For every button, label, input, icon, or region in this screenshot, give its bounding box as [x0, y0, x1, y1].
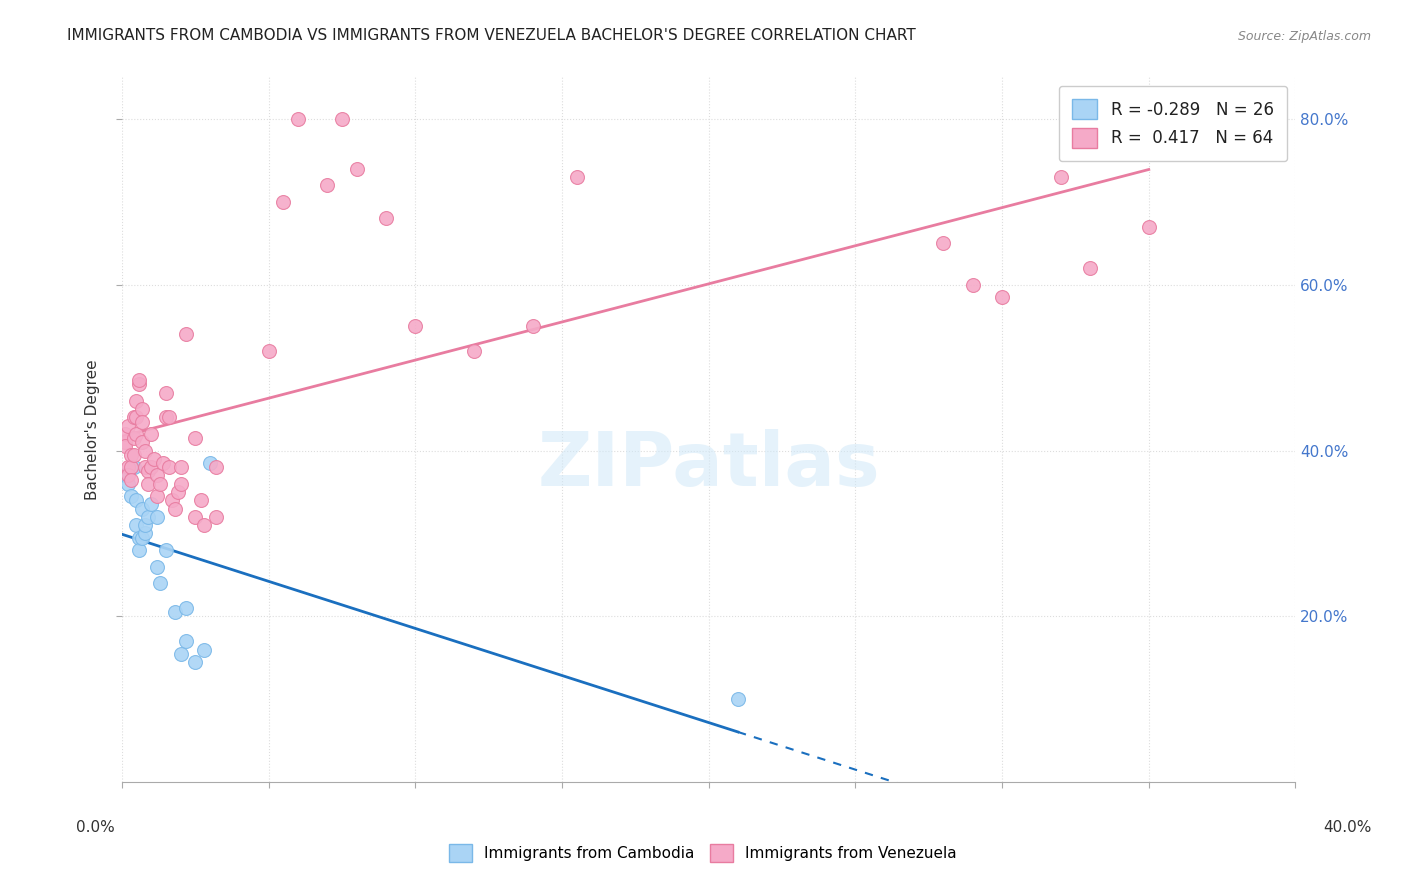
Point [190, 493, 212, 508]
Point [176, 327, 198, 342]
Point [157, 410, 180, 425]
Point [146, 468, 169, 483]
Point [155, 385, 177, 400]
Point [134, 526, 156, 541]
Point [522, 319, 544, 334]
Point [141, 460, 163, 475]
Point [117, 460, 139, 475]
Point [163, 501, 186, 516]
Point [120, 460, 142, 475]
Point [463, 344, 485, 359]
Point [374, 211, 396, 226]
Point [404, 319, 426, 334]
Point [193, 518, 215, 533]
Y-axis label: Bachelor's Degree: Bachelor's Degree [86, 359, 100, 500]
Point [117, 476, 139, 491]
Point [198, 456, 221, 470]
Point [125, 410, 148, 425]
Point [125, 393, 148, 408]
Point [122, 431, 145, 445]
Text: ZIPatlas: ZIPatlas [537, 428, 880, 501]
Point [131, 435, 153, 450]
Point [125, 427, 148, 442]
Point [128, 543, 150, 558]
Text: Source: ZipAtlas.com: Source: ZipAtlas.com [1237, 30, 1371, 43]
Point [146, 509, 169, 524]
Point [169, 476, 191, 491]
Point [1137, 219, 1160, 234]
Point [136, 464, 159, 478]
Point [149, 576, 172, 591]
Point [141, 498, 163, 512]
Point [157, 460, 180, 475]
Point [176, 634, 198, 648]
Point [160, 493, 183, 508]
Point [131, 501, 153, 516]
Point [146, 559, 169, 574]
Point [149, 476, 172, 491]
Point [125, 518, 148, 533]
Point [204, 509, 226, 524]
Point [176, 601, 198, 615]
Point [991, 290, 1014, 304]
Point [125, 493, 148, 508]
Point [120, 448, 142, 462]
Point [169, 460, 191, 475]
Point [136, 509, 159, 524]
Point [122, 460, 145, 475]
Point [146, 489, 169, 503]
Point [184, 509, 207, 524]
Point [120, 489, 142, 503]
Legend: Immigrants from Cambodia, Immigrants from Venezuela: Immigrants from Cambodia, Immigrants fro… [443, 838, 963, 868]
Point [120, 473, 142, 487]
Point [117, 468, 139, 483]
Point [565, 169, 588, 184]
Legend: R = -0.289   N = 26, R =  0.417   N = 64: R = -0.289 N = 26, R = 0.417 N = 64 [1059, 86, 1286, 161]
Point [287, 112, 309, 126]
Point [193, 642, 215, 657]
Point [114, 439, 136, 453]
Point [316, 178, 339, 193]
Point [143, 451, 166, 466]
Point [122, 448, 145, 462]
Point [134, 443, 156, 458]
Point [271, 194, 294, 209]
Point [128, 377, 150, 392]
Point [134, 518, 156, 533]
Point [166, 485, 188, 500]
Point [169, 647, 191, 661]
Point [346, 161, 368, 176]
Point [727, 692, 749, 706]
Point [141, 427, 163, 442]
Text: 0.0%: 0.0% [76, 821, 115, 835]
Point [131, 531, 153, 545]
Point [184, 431, 207, 445]
Point [163, 605, 186, 619]
Point [131, 402, 153, 417]
Point [155, 410, 177, 425]
Point [330, 112, 353, 126]
Point [1049, 169, 1071, 184]
Point [131, 415, 153, 429]
Point [155, 543, 177, 558]
Point [128, 373, 150, 387]
Point [932, 236, 955, 251]
Point [204, 460, 226, 475]
Point [114, 468, 136, 483]
Point [962, 277, 984, 292]
Point [257, 344, 280, 359]
Point [184, 655, 207, 669]
Point [136, 476, 159, 491]
Point [1078, 261, 1101, 276]
Point [114, 435, 136, 450]
Point [128, 531, 150, 545]
Text: IMMIGRANTS FROM CAMBODIA VS IMMIGRANTS FROM VENEZUELA BACHELOR'S DEGREE CORRELAT: IMMIGRANTS FROM CAMBODIA VS IMMIGRANTS F… [67, 29, 917, 43]
Point [122, 410, 145, 425]
Point [114, 427, 136, 442]
Point [117, 418, 139, 433]
Point [152, 456, 174, 470]
Text: 40.0%: 40.0% [1323, 821, 1371, 835]
Point [134, 460, 156, 475]
